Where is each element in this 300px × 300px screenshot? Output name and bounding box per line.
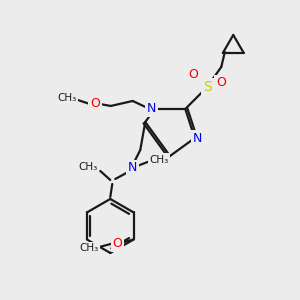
Text: CH₃: CH₃ bbox=[79, 244, 98, 254]
Text: CH₃: CH₃ bbox=[150, 155, 169, 165]
Text: O: O bbox=[188, 68, 198, 82]
Text: O: O bbox=[113, 237, 123, 250]
Text: CH₃: CH₃ bbox=[79, 162, 98, 172]
Text: N: N bbox=[128, 161, 137, 175]
Text: S: S bbox=[203, 80, 212, 94]
Text: O: O bbox=[216, 76, 226, 89]
Text: CH₃: CH₃ bbox=[57, 93, 76, 103]
Text: N: N bbox=[193, 131, 202, 145]
Text: N: N bbox=[147, 103, 156, 116]
Text: O: O bbox=[90, 98, 100, 110]
